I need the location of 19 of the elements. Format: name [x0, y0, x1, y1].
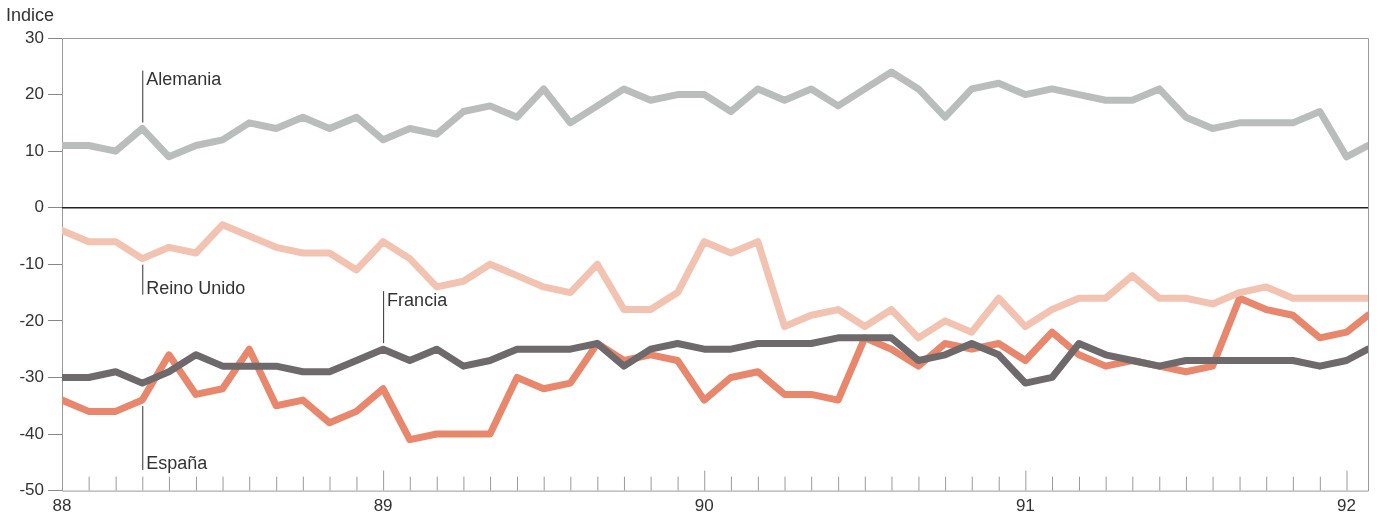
x-tick-label: 88 — [52, 496, 72, 516]
y-tick-label: -50 — [19, 480, 44, 500]
text: España — [146, 453, 209, 474]
y-tick-label: 30 — [25, 27, 44, 47]
x-tick-label: 89 — [373, 496, 393, 516]
y-tick-label: -20 — [19, 310, 44, 330]
y-tick-label: -40 — [19, 423, 44, 443]
x-tick-label: 92 — [1337, 496, 1356, 516]
y-tick-label: 0 — [34, 197, 44, 217]
series-label: Reino Unido — [146, 277, 246, 298]
text: Alemania — [146, 69, 223, 90]
y-axis-title: Indice — [6, 4, 55, 25]
y-tick-label: -30 — [19, 367, 44, 387]
text: Francia — [387, 290, 449, 311]
x-tick-label: 90 — [694, 496, 714, 516]
y-tick-label: -10 — [19, 253, 44, 273]
y-tick-label: 10 — [25, 140, 44, 160]
y-tick-label: 20 — [25, 84, 44, 104]
x-tick-label: 91 — [1015, 496, 1035, 516]
